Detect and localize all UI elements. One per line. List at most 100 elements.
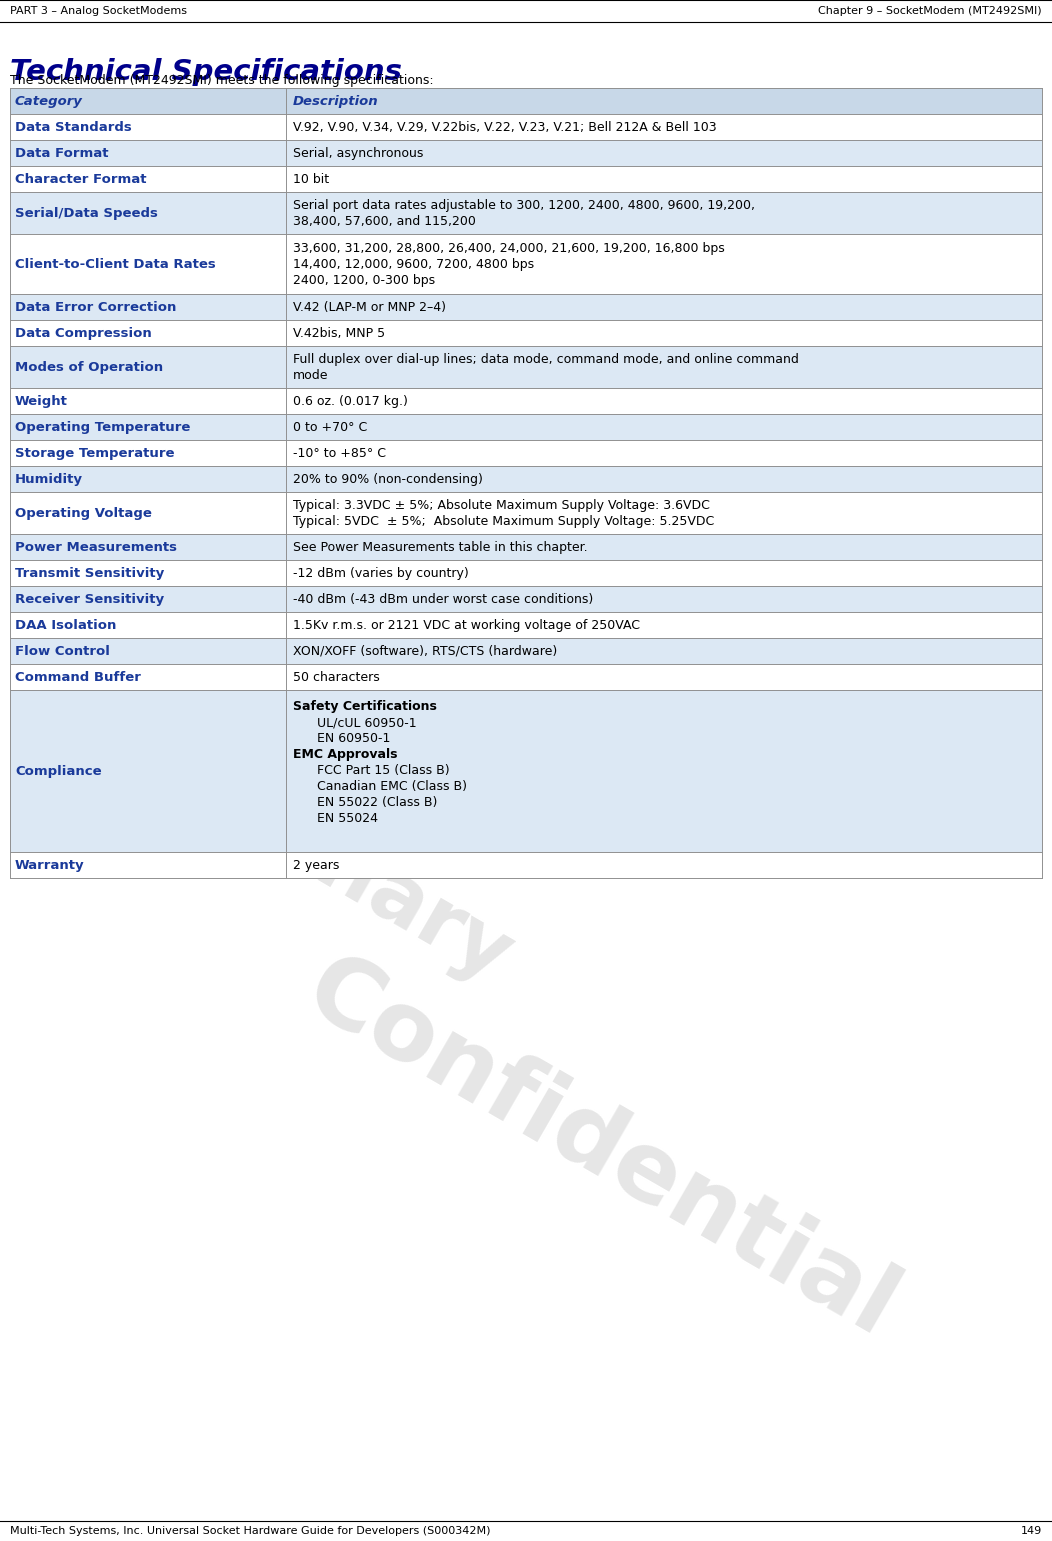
Bar	[286, 388, 1041, 415]
Text: Operating Voltage: Operating Voltage	[15, 507, 151, 519]
Text: 20% to 90% (non-condensing): 20% to 90% (non-condensing)	[294, 473, 483, 485]
Text: Warranty: Warranty	[15, 858, 84, 872]
Text: Serial/Data Speeds: Serial/Data Speeds	[15, 206, 158, 219]
Text: -12 dBm (varies by country): -12 dBm (varies by country)	[294, 567, 469, 579]
Bar	[286, 612, 1041, 638]
Text: V.92, V.90, V.34, V.29, V.22bis, V.22, V.23, V.21; Bell 212A & Bell 103: V.92, V.90, V.34, V.29, V.22bis, V.22, V…	[294, 120, 716, 134]
Text: PART 3 – Analog SocketModems: PART 3 – Analog SocketModems	[11, 6, 187, 15]
Bar	[286, 586, 1041, 612]
Bar	[11, 193, 286, 234]
Text: Data Error Correction: Data Error Correction	[15, 300, 177, 313]
Text: EN 55022 (Class B): EN 55022 (Class B)	[317, 797, 438, 809]
Bar	[11, 234, 286, 294]
Text: Weight: Weight	[15, 394, 68, 407]
Bar	[286, 535, 1041, 559]
Bar	[286, 664, 1041, 690]
Bar	[11, 140, 286, 166]
Text: Humidity: Humidity	[15, 473, 83, 485]
Bar	[11, 166, 286, 193]
Text: Serial port data rates adjustable to 300, 1200, 2400, 4800, 9600, 19,200,: Serial port data rates adjustable to 300…	[294, 199, 755, 211]
Text: V.42 (LAP-M or MNP 2–4): V.42 (LAP-M or MNP 2–4)	[294, 300, 446, 313]
Text: Command Buffer: Command Buffer	[15, 670, 141, 684]
Text: 0.6 oz. (0.017 kg.): 0.6 oz. (0.017 kg.)	[294, 394, 408, 407]
Text: 2400, 1200, 0-300 bps: 2400, 1200, 0-300 bps	[294, 273, 436, 287]
Text: Category: Category	[15, 94, 83, 108]
Text: -10° to +85° C: -10° to +85° C	[294, 447, 386, 459]
Bar	[11, 114, 286, 140]
Text: XON/XOFF (software), RTS/CTS (hardware): XON/XOFF (software), RTS/CTS (hardware)	[294, 644, 558, 658]
Text: Operating Temperature: Operating Temperature	[15, 421, 190, 433]
Text: Flow Control: Flow Control	[15, 644, 109, 658]
Bar	[286, 321, 1041, 347]
Text: Typical: 3.3VDC ± 5%; Absolute Maximum Supply Voltage: 3.6VDC: Typical: 3.3VDC ± 5%; Absolute Maximum S…	[294, 498, 710, 512]
Text: Transmit Sensitivity: Transmit Sensitivity	[15, 567, 164, 579]
Text: mode: mode	[294, 368, 328, 382]
Text: Data Standards: Data Standards	[15, 120, 132, 134]
Text: 0 to +70° C: 0 to +70° C	[294, 421, 367, 433]
Text: EMC Approvals: EMC Approvals	[294, 747, 398, 761]
Text: Confidential: Confidential	[288, 943, 912, 1358]
Text: Multi-Tech Systems, Inc. Universal Socket Hardware Guide for Developers (S000342: Multi-Tech Systems, Inc. Universal Socke…	[11, 1526, 490, 1536]
Text: Data Compression: Data Compression	[15, 327, 151, 339]
Bar	[286, 234, 1041, 294]
Text: 50 characters: 50 characters	[294, 670, 380, 684]
Text: 33,600, 31,200, 28,800, 26,400, 24,000, 21,600, 19,200, 16,800 bps: 33,600, 31,200, 28,800, 26,400, 24,000, …	[294, 242, 725, 254]
Text: Description: Description	[294, 94, 379, 108]
Bar	[286, 559, 1041, 586]
Bar	[11, 559, 286, 586]
Bar	[11, 852, 286, 878]
Text: Data Format: Data Format	[15, 146, 108, 160]
Bar	[286, 166, 1041, 193]
Text: Power Measurements: Power Measurements	[15, 541, 177, 553]
Bar	[286, 294, 1041, 321]
Bar	[286, 638, 1041, 664]
Bar	[11, 321, 286, 347]
Text: The SocketModem (MT2492SMI) meets the following specifications:: The SocketModem (MT2492SMI) meets the fo…	[11, 74, 433, 86]
Bar	[11, 294, 286, 321]
Text: Compliance: Compliance	[15, 764, 102, 778]
Text: Preliminary: Preliminary	[15, 660, 525, 1002]
Text: -40 dBm (-43 dBm under worst case conditions): -40 dBm (-43 dBm under worst case condit…	[294, 592, 593, 606]
Bar	[286, 465, 1041, 492]
Text: Safety Certifications: Safety Certifications	[294, 700, 437, 713]
Bar	[11, 415, 286, 441]
Text: V.42bis, MNP 5: V.42bis, MNP 5	[294, 327, 385, 339]
Bar	[11, 690, 286, 852]
Text: Typical: 5VDC  ± 5%;  Absolute Maximum Supply Voltage: 5.25VDC: Typical: 5VDC ± 5%; Absolute Maximum Sup…	[294, 515, 714, 527]
Bar	[11, 535, 286, 559]
Bar	[286, 441, 1041, 465]
Text: EN 60950-1: EN 60950-1	[317, 732, 390, 744]
Bar	[286, 415, 1041, 441]
Text: Character Format: Character Format	[15, 173, 146, 185]
Text: Receiver Sensitivity: Receiver Sensitivity	[15, 592, 164, 606]
Bar	[286, 690, 1041, 852]
Text: FCC Part 15 (Class B): FCC Part 15 (Class B)	[317, 764, 449, 777]
Bar	[286, 852, 1041, 878]
Text: Client-to-Client Data Rates: Client-to-Client Data Rates	[15, 257, 216, 271]
Text: 10 bit: 10 bit	[294, 173, 329, 185]
Text: DAA Isolation: DAA Isolation	[15, 618, 117, 632]
Text: Modes of Operation: Modes of Operation	[15, 361, 163, 373]
Text: UL/cUL 60950-1: UL/cUL 60950-1	[317, 717, 417, 729]
Bar	[11, 347, 286, 388]
Text: Technical Specifications: Technical Specifications	[11, 59, 402, 86]
Bar	[286, 140, 1041, 166]
Bar	[286, 88, 1041, 114]
Bar	[11, 638, 286, 664]
Bar	[286, 114, 1041, 140]
Bar	[11, 586, 286, 612]
Bar	[286, 347, 1041, 388]
Bar	[11, 88, 286, 114]
Text: Canadian EMC (Class B): Canadian EMC (Class B)	[317, 780, 467, 794]
Text: 38,400, 57,600, and 115,200: 38,400, 57,600, and 115,200	[294, 214, 476, 228]
Bar	[11, 664, 286, 690]
Bar	[11, 441, 286, 465]
Text: Full duplex over dial-up lines; data mode, command mode, and online command: Full duplex over dial-up lines; data mod…	[294, 353, 798, 365]
Bar	[286, 492, 1041, 535]
Text: See Power Measurements table in this chapter.: See Power Measurements table in this cha…	[294, 541, 588, 553]
Bar	[11, 492, 286, 535]
Bar	[11, 465, 286, 492]
Text: Storage Temperature: Storage Temperature	[15, 447, 175, 459]
Bar	[11, 388, 286, 415]
Text: Chapter 9 – SocketModem (MT2492SMI): Chapter 9 – SocketModem (MT2492SMI)	[818, 6, 1041, 15]
